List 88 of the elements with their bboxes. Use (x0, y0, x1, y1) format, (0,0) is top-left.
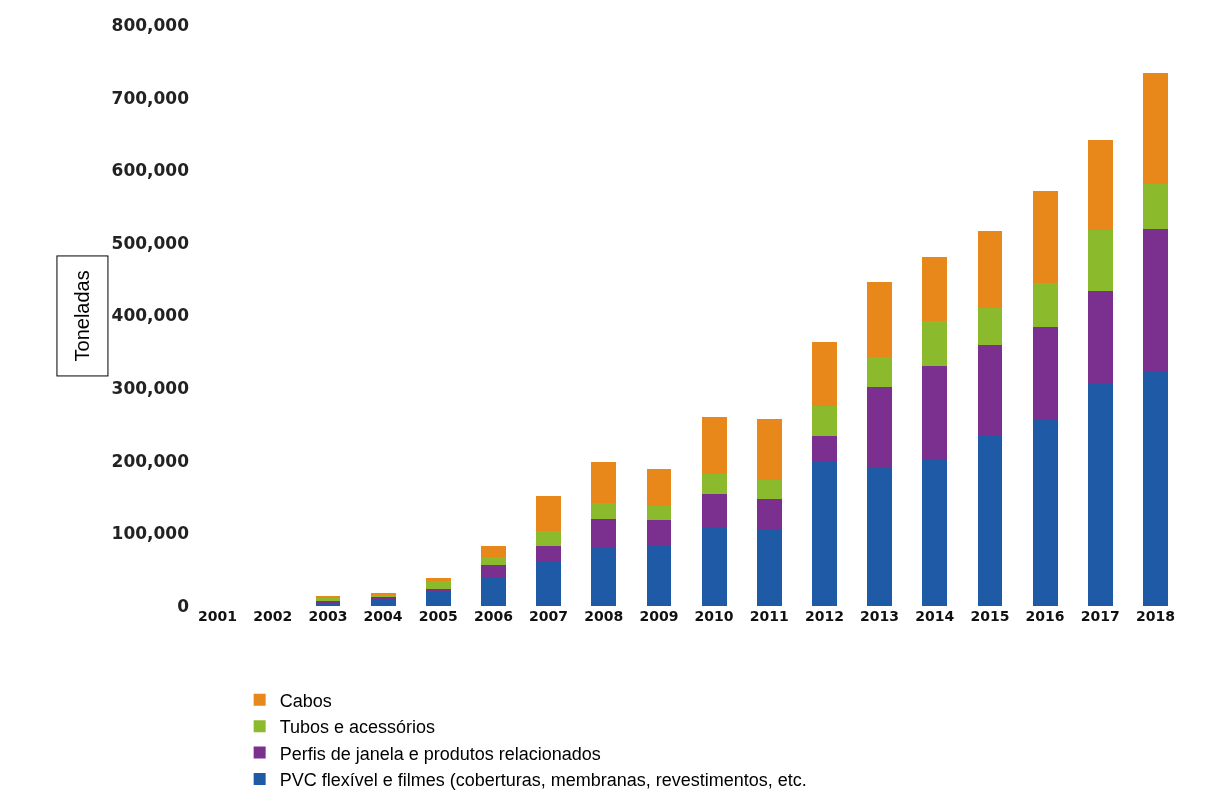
bar (867, 386, 892, 467)
bar (1143, 229, 1168, 373)
bar (1032, 327, 1058, 421)
bar (977, 436, 1003, 606)
bar (481, 545, 506, 558)
x-tick-label: 2001 (198, 608, 238, 624)
bar (701, 417, 727, 474)
bar (812, 436, 837, 463)
bar (1032, 420, 1058, 606)
bar (481, 557, 506, 565)
x-tick-label: 2016 (1025, 608, 1065, 624)
legend-label: PVC flexível e filmes (coberturas, membranas, revestimentos, etc. (279, 769, 807, 790)
x-tick-label: 2009 (639, 608, 679, 624)
y-tick-label: 400,000 (111, 305, 190, 326)
bar (591, 547, 617, 606)
bar (646, 520, 672, 545)
bar (591, 502, 617, 519)
bar (756, 498, 782, 530)
bar (756, 418, 782, 480)
bar (756, 529, 782, 606)
bar (922, 320, 948, 366)
bar (425, 590, 451, 606)
bar (812, 462, 837, 606)
x-tick-label: 2011 (749, 608, 789, 624)
bar (1032, 190, 1058, 283)
y-tick-label: 800,000 (111, 14, 190, 35)
y-tick-label: 200,000 (111, 450, 190, 471)
y-axis-title: Toneladas (71, 270, 94, 362)
legend-label: Tubos e acessórios (279, 717, 436, 738)
bar (536, 562, 561, 606)
bar (1087, 290, 1113, 384)
bar (1032, 282, 1058, 328)
bar (867, 282, 892, 357)
bar (646, 545, 672, 606)
x-tick-label: 2010 (694, 608, 734, 624)
bar (1087, 229, 1113, 291)
bar (646, 469, 672, 506)
bar (812, 342, 837, 406)
bar (756, 479, 782, 499)
bar (977, 230, 1003, 308)
bar (1143, 372, 1168, 606)
bar (701, 528, 727, 606)
bar (1087, 383, 1113, 606)
legend-label: Perfis de janela e produtos relacionados (279, 743, 601, 764)
bar (977, 344, 1003, 437)
y-tick-label: 300,000 (111, 378, 190, 399)
bar (701, 494, 727, 529)
y-tick-label: 0 (177, 595, 190, 616)
bar (646, 505, 672, 521)
x-tick-label: 2006 (473, 608, 513, 624)
bar (536, 496, 561, 532)
bar (701, 473, 727, 495)
bar (591, 462, 617, 503)
bar (425, 588, 451, 591)
bar (812, 405, 837, 437)
bar (977, 307, 1003, 345)
bar (922, 256, 948, 321)
x-tick-label: 2013 (860, 608, 900, 624)
x-tick-label: 2003 (308, 608, 348, 624)
bar (425, 581, 451, 589)
x-tick-label: 2018 (1135, 608, 1175, 624)
y-tick-label: 500,000 (111, 232, 190, 253)
x-tick-label: 2002 (253, 608, 293, 624)
x-tick-label: 2007 (529, 608, 569, 624)
bar (536, 531, 561, 547)
bar (1087, 139, 1113, 230)
bar (481, 564, 506, 579)
bar (536, 546, 561, 563)
bar (922, 365, 948, 459)
x-tick-label: 2015 (970, 608, 1010, 624)
legend-label: Cabos (279, 690, 332, 711)
bar (591, 518, 617, 548)
x-tick-label: 2005 (418, 608, 458, 624)
y-tick-label: 600,000 (111, 160, 190, 181)
y-tick-label: 100,000 (111, 523, 190, 544)
bar (922, 458, 948, 606)
y-tick-label: 700,000 (111, 87, 190, 108)
bar (481, 578, 506, 606)
bar (1143, 184, 1168, 230)
bar (867, 466, 892, 606)
x-tick-label: 2008 (584, 608, 624, 624)
x-tick-label: 2004 (363, 608, 403, 624)
x-tick-label: 2017 (1080, 608, 1120, 624)
bar (370, 599, 396, 606)
x-tick-label: 2014 (915, 608, 955, 624)
bar (1143, 72, 1168, 185)
bar (867, 356, 892, 387)
x-tick-label: 2012 (804, 608, 844, 624)
